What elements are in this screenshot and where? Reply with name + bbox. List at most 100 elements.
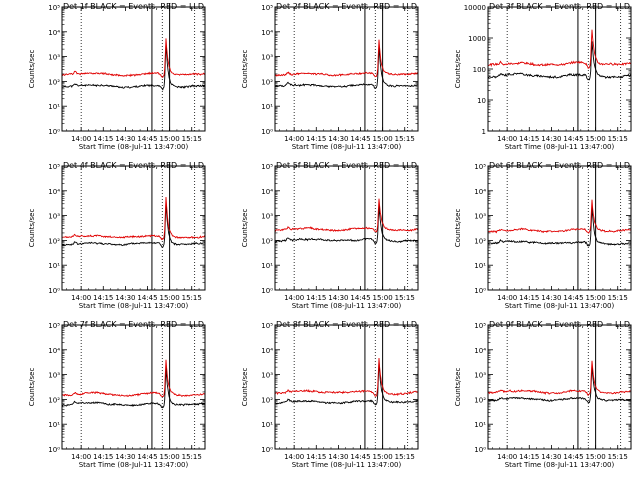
y-tick-label: 10⁰ bbox=[48, 287, 60, 295]
x-tick-label: 14:30 bbox=[541, 453, 561, 461]
y-tick-label: 10¹ bbox=[474, 421, 486, 429]
x-tick-label: 14:15 bbox=[306, 294, 326, 302]
y-tick-label: 10³ bbox=[474, 372, 486, 380]
y-tick-label: 10¹ bbox=[474, 262, 486, 270]
y-axis-label: Counts/sec bbox=[454, 50, 462, 89]
lld-series-line bbox=[61, 359, 206, 398]
y-tick-label: 10³ bbox=[48, 372, 60, 380]
x-tick-label: 14:00 bbox=[71, 453, 91, 461]
y-tick-label: 10⁴ bbox=[48, 347, 60, 355]
y-tick-label: 100 bbox=[473, 66, 486, 74]
y-tick-label: 10⁴ bbox=[261, 347, 273, 355]
y-tick-label: 10⁰ bbox=[261, 128, 273, 136]
x-tick-label: 14:30 bbox=[541, 294, 561, 302]
plot-frame bbox=[61, 165, 206, 291]
y-tick-label: 10⁰ bbox=[474, 446, 486, 454]
x-tick-label: 15:00 bbox=[586, 294, 606, 302]
y-tick-label: 10⁴ bbox=[261, 29, 273, 37]
y-axis-label: Counts/sec bbox=[28, 50, 36, 89]
x-axis-label: Start Time (08-Jul-11 13:47:00) bbox=[79, 143, 189, 151]
y-tick-label: 10³ bbox=[261, 213, 273, 221]
y-tick-label: 10⁰ bbox=[261, 446, 273, 454]
y-tick-label: 10³ bbox=[48, 54, 60, 62]
y-tick-label: 10⁵ bbox=[48, 163, 60, 171]
x-tick-label: 14:45 bbox=[137, 294, 157, 302]
x-tick-label: 14:15 bbox=[93, 453, 113, 461]
y-axis-label: Counts/sec bbox=[454, 368, 462, 407]
y-axis-label: Counts/sec bbox=[241, 368, 249, 407]
x-tick-label: 15:00 bbox=[160, 135, 180, 143]
panel-det-7f: Det 7f BLACK = Events, RED = LLD10⁰10¹10… bbox=[28, 320, 206, 469]
lld-series-line bbox=[274, 39, 419, 78]
y-tick-label: 10² bbox=[474, 237, 486, 245]
y-tick-label: 10² bbox=[261, 396, 273, 404]
plot-frame bbox=[274, 324, 419, 450]
panel-det-4f: Det 4f BLACK = Events, RED = LLD10⁰10¹10… bbox=[28, 161, 206, 310]
x-tick-label: 14:45 bbox=[137, 453, 157, 461]
y-tick-label: 10¹ bbox=[261, 103, 273, 111]
x-tick-label: 14:45 bbox=[563, 453, 583, 461]
x-tick-label: 15:00 bbox=[373, 135, 393, 143]
y-tick-label: 10 bbox=[477, 97, 486, 105]
events-series-line bbox=[487, 365, 632, 404]
x-tick-label: 15:15 bbox=[608, 453, 628, 461]
lld-series-line bbox=[487, 360, 632, 396]
x-tick-label: 14:00 bbox=[497, 294, 517, 302]
x-tick-label: 14:30 bbox=[328, 294, 348, 302]
y-tick-label: 10¹ bbox=[48, 421, 60, 429]
x-tick-label: 14:30 bbox=[328, 135, 348, 143]
x-tick-label: 14:15 bbox=[306, 135, 326, 143]
x-tick-label: 14:45 bbox=[563, 294, 583, 302]
y-tick-label: 10³ bbox=[48, 213, 60, 221]
x-axis-label: Start Time (08-Jul-11 13:47:00) bbox=[292, 302, 402, 310]
x-tick-label: 15:15 bbox=[395, 294, 415, 302]
x-tick-label: 14:30 bbox=[328, 453, 348, 461]
y-axis-label: Counts/sec bbox=[241, 209, 249, 248]
events-series-line bbox=[61, 202, 206, 248]
lld-series-line bbox=[487, 199, 632, 234]
y-tick-label: 10⁰ bbox=[48, 128, 60, 136]
plot-frame bbox=[61, 6, 206, 132]
lld-series-line bbox=[62, 38, 206, 79]
y-tick-label: 10⁴ bbox=[261, 188, 273, 196]
x-tick-label: 14:45 bbox=[137, 135, 157, 143]
x-tick-label: 14:00 bbox=[284, 294, 304, 302]
events-series-line bbox=[61, 43, 206, 91]
y-tick-label: 10² bbox=[474, 396, 486, 404]
y-axis-label: Counts/sec bbox=[28, 368, 36, 407]
y-tick-label: 10¹ bbox=[48, 262, 60, 270]
y-tick-label: 10⁰ bbox=[261, 287, 273, 295]
events-series-line bbox=[275, 204, 418, 245]
x-tick-label: 14:15 bbox=[93, 294, 113, 302]
x-tick-label: 14:45 bbox=[563, 135, 583, 143]
plot-frame bbox=[487, 6, 632, 132]
y-tick-label: 10² bbox=[48, 78, 60, 86]
y-tick-label: 10⁵ bbox=[474, 163, 486, 171]
x-tick-label: 15:15 bbox=[182, 294, 202, 302]
x-axis-label: Start Time (08-Jul-11 13:47:00) bbox=[292, 461, 402, 469]
y-tick-label: 10⁵ bbox=[48, 4, 60, 12]
y-tick-label: 10⁴ bbox=[48, 29, 60, 37]
y-tick-label: 10⁰ bbox=[48, 446, 60, 454]
y-tick-label: 10⁵ bbox=[261, 4, 273, 12]
x-tick-label: 15:15 bbox=[182, 453, 202, 461]
panel-det-3f: Det 3f BLACK = Events, RED = LLD11010010… bbox=[454, 2, 632, 151]
plot-frame bbox=[274, 165, 419, 291]
x-tick-label: 14:15 bbox=[93, 135, 113, 143]
y-tick-label: 10⁵ bbox=[48, 322, 60, 330]
y-tick-label: 10⁵ bbox=[474, 322, 486, 330]
y-tick-label: 10¹ bbox=[48, 103, 60, 111]
x-tick-label: 14:15 bbox=[306, 453, 326, 461]
lld-series-line bbox=[274, 357, 419, 397]
lld-series-line bbox=[61, 196, 206, 241]
lld-series-line bbox=[274, 198, 419, 233]
y-tick-label: 10⁵ bbox=[261, 322, 273, 330]
y-tick-label: 10³ bbox=[261, 372, 273, 380]
y-tick-label: 10000 bbox=[464, 4, 486, 12]
x-tick-label: 15:00 bbox=[160, 294, 180, 302]
y-tick-label: 10³ bbox=[474, 213, 486, 221]
x-tick-label: 14:00 bbox=[497, 453, 517, 461]
x-tick-label: 14:45 bbox=[350, 294, 370, 302]
events-series-line bbox=[61, 367, 206, 409]
